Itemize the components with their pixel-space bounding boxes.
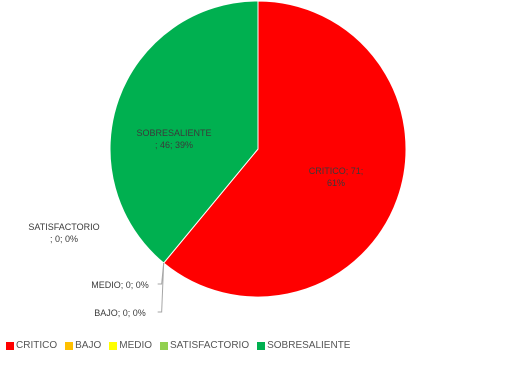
legend-label-medio: MEDIO — [119, 340, 153, 351]
data-label-satisfactorio: SATISFACTORIO; 0; 0% — [28, 222, 99, 244]
legend-label-sobresaliente: SOBRESALIENTE — [267, 340, 351, 351]
pie-slice-critico — [162, 0, 407, 298]
legend-item-sobresaliente: SOBRESALIENTE — [257, 340, 350, 351]
legend-item-medio: MEDIO — [109, 340, 152, 351]
legend-swatch-medio — [109, 341, 118, 350]
legend-swatch-bajo — [65, 341, 74, 350]
data-label-medio: MEDIO; 0; 0% — [91, 280, 149, 290]
leader-line-bajo — [157, 263, 165, 313]
legend-label-critico: CRITICO — [16, 340, 58, 351]
legend-label-satisfactorio: SATISFACTORIO — [170, 340, 250, 351]
pie-slice-sobresaliente — [109, 0, 259, 264]
legend-swatch-sobresaliente — [257, 341, 266, 350]
chart-legend: CRITICO BAJO MEDIO SATISFACTORIO SOBRESALIEN… — [6, 340, 520, 351]
legend-item-bajo: BAJO — [65, 340, 101, 351]
data-label-critico: CRITICO; 71; 61% — [309, 166, 364, 188]
legend-swatch-satisfactorio — [160, 341, 169, 350]
legend-item-critico: CRITICO — [6, 340, 57, 351]
data-labels: CRITICO; 71; 61% BAJO; 0; 0% MEDIO; 0; 0% SA… — [28, 128, 363, 318]
pie-slices — [109, 0, 407, 298]
data-label-bajo: BAJO; 0; 0% — [94, 308, 146, 318]
legend-item-satisfactorio: SATISFACTORIO — [160, 340, 249, 351]
data-label-sobresaliente: SOBRESALIENTE; 46; 39% — [136, 128, 211, 150]
legend-label-bajo: BAJO — [75, 340, 102, 351]
legend-swatch-critico — [6, 341, 14, 350]
leader-lines — [157, 262, 165, 313]
